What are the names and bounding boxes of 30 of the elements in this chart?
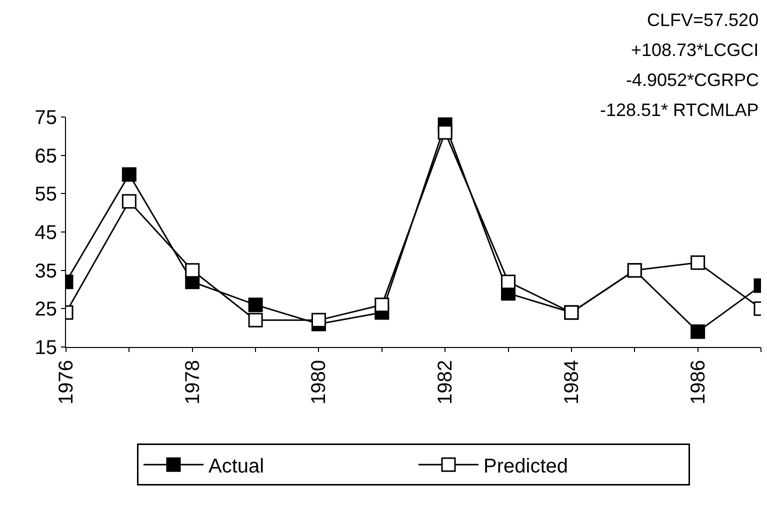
text: CLFV=57.520 [647, 10, 759, 30]
point [311, 312, 326, 328]
point [438, 125, 452, 140]
point [122, 194, 136, 209]
legend-label: Actual [208, 455, 264, 478]
point [374, 298, 390, 312]
text: +108.73*LCGCI [631, 40, 759, 60]
text: -4.9052*CGRPC [626, 70, 760, 90]
x-tick-label: 1978 [182, 360, 204, 404]
point [501, 274, 516, 290]
y-tick-label: 15 [34, 337, 57, 359]
point [690, 324, 706, 339]
y-tick-label: 45 [34, 222, 57, 244]
point [185, 263, 200, 278]
x-tick-label: 1986 [687, 360, 710, 404]
y-tick-label: 25 [34, 298, 57, 321]
y-tick-label: 65 [34, 145, 57, 168]
legend-label: Predicted [484, 455, 568, 478]
point [248, 312, 263, 328]
y-tick-label: 35 [34, 260, 57, 282]
x-tick-label: 1982 [434, 360, 457, 404]
x-tick-label: 1980 [308, 360, 330, 404]
point [248, 298, 263, 312]
point [122, 167, 136, 182]
x-tick-label: 1984 [560, 360, 583, 404]
annotation: -128.51* RTCMLAP [600, 100, 759, 120]
y-tick-label: 75 [34, 107, 57, 129]
point [690, 255, 706, 270]
x-tick-label: 1976 [56, 360, 78, 404]
y-tick-label: 55 [34, 184, 57, 206]
